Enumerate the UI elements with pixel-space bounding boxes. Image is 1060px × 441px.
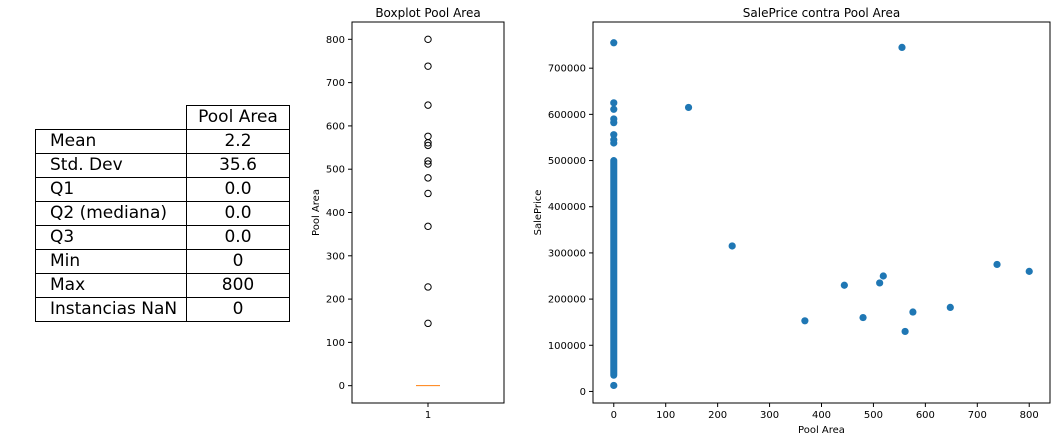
- scatter-x-axis-label: Pool Area: [798, 425, 845, 436]
- scatter-x-tick-label: 200: [708, 410, 727, 421]
- scatter-y-axis-label: SalePrice: [533, 190, 544, 236]
- boxplot-x-tick-label: 1: [425, 410, 431, 421]
- scatter-point: [610, 139, 618, 147]
- table-row: Min 0: [35, 249, 290, 274]
- boxplot-y-tick-label: 0: [339, 381, 345, 392]
- boxplot-y-tick-label: 100: [326, 338, 345, 349]
- boxplot-y-tick-label: 300: [326, 251, 345, 262]
- scatter-x-tick-label: 100: [656, 410, 675, 421]
- boxplot-outlier: [424, 189, 432, 198]
- scatter-point: [946, 303, 954, 312]
- scatter-x-tick-label: 500: [864, 410, 883, 421]
- table-row-label: Instancias NaN: [35, 297, 187, 322]
- boxplot-outlier: [424, 160, 432, 168]
- scatter-y-tick-label: 0: [580, 387, 586, 398]
- boxplot-outlier: [424, 222, 432, 231]
- scatter-point: [610, 99, 618, 107]
- boxplot-chart: Boxplot Pool Area 0 100 200 300 400 500 600 700 8…: [311, 6, 505, 421]
- table-row: Q3 0.0: [35, 225, 290, 250]
- boxplot-y-tick-label: 600: [326, 121, 345, 132]
- scatter-x-tick-label: 800: [1020, 410, 1039, 421]
- scatter-point: [728, 242, 736, 250]
- table-row: Mean 2.2: [35, 129, 290, 154]
- scatter-x-tick-label: 700: [968, 410, 987, 421]
- scatter-point: [901, 327, 909, 336]
- boxplot-y-tick-label: 200: [326, 295, 345, 306]
- stats-table: Pool Area Mean 2.2 Std. Dev 35.6 Q1 0.0 Q2 (med…: [35, 105, 290, 322]
- table-row: Q2 (mediana) 0.0: [35, 201, 290, 226]
- scatter-y-tick-label: 600000: [548, 110, 586, 121]
- table-row-value: 0: [186, 249, 290, 274]
- boxplot-outlier: [424, 319, 432, 328]
- scatter-y-tick-label: 700000: [548, 64, 586, 75]
- boxplot-outlier: [424, 132, 432, 141]
- table-row-value: 35.6: [186, 153, 290, 178]
- scatter-y-tick-label: 400000: [548, 202, 586, 213]
- table-row: Instancias NaN 0: [35, 297, 290, 322]
- scatter-point: [610, 105, 618, 113]
- boxplot-outlier: [424, 101, 432, 109]
- boxplot-y-tick-label: 700: [326, 78, 345, 89]
- scatter-y-tick-label: 300000: [548, 248, 586, 259]
- scatter-point: [610, 131, 618, 139]
- scatter-point: [879, 272, 887, 280]
- table-row-label: Min: [35, 249, 187, 274]
- boxplot-y-tick-label: 500: [326, 165, 345, 176]
- table-row: Q1 0.0: [35, 177, 290, 202]
- boxplot-outlier: [424, 62, 432, 70]
- boxplot-outlier: [424, 283, 432, 291]
- scatter-point: [840, 281, 848, 289]
- scatter-point: [610, 119, 618, 127]
- scatter-point: [801, 317, 809, 325]
- scatter-frame: [592, 21, 1051, 404]
- table-row-value: 0.0: [186, 201, 290, 226]
- scatter-point: [610, 39, 618, 47]
- scatter-x-tick-label: 300: [760, 410, 779, 421]
- boxplot-outlier: [424, 35, 432, 44]
- boxplot-y-tick-label: 800: [326, 35, 345, 46]
- table-row-value: 0.0: [186, 177, 290, 202]
- scatter-point: [898, 43, 906, 52]
- scatter-point: [909, 308, 917, 316]
- scatter-chart: SalePrice contra Pool Area 0 100000 200000 3…: [533, 6, 1051, 436]
- scatter-point: [684, 103, 693, 112]
- table-row-label: Std. Dev: [35, 153, 187, 178]
- boxplot-outlier: [424, 141, 432, 150]
- table-row-label: Q2 (mediana): [35, 201, 187, 226]
- scatter-y-tick-label: 500000: [548, 156, 586, 167]
- scatter-point: [859, 313, 867, 322]
- scatter-point: [993, 260, 1001, 269]
- boxplot-outlier: [424, 157, 432, 165]
- scatter-point: [610, 381, 618, 390]
- scatter-x-tick-label: 0: [611, 410, 617, 421]
- scatter-title: SalePrice contra Pool Area: [743, 6, 900, 20]
- table-row-value: 0: [186, 297, 290, 322]
- scatter-x-tick-label: 400: [812, 410, 831, 421]
- table-row: Std. Dev 35.6: [35, 153, 290, 178]
- table-row-value: 0.0: [186, 225, 290, 250]
- boxplot-y-tick-label: 400: [326, 208, 345, 219]
- table-row-label: Mean: [35, 129, 187, 154]
- scatter-y-tick-label: 100000: [548, 341, 586, 352]
- table-column-header: Pool Area: [186, 105, 290, 130]
- scatter-point: [1025, 267, 1033, 275]
- boxplot-y-axis-label: Pool Area: [311, 189, 322, 236]
- scatter-x-tick-label: 600: [916, 410, 935, 421]
- scatter-point: [876, 279, 884, 287]
- table-header-row: Pool Area: [36, 105, 290, 130]
- table-row-label: Q3: [35, 225, 187, 250]
- boxplot-title: Boxplot Pool Area: [375, 6, 480, 20]
- boxplot-outlier: [424, 174, 432, 182]
- boxplot-frame: [351, 21, 505, 404]
- scatter-y-tick-label: 200000: [548, 295, 586, 306]
- table-row-label: Max: [35, 273, 187, 298]
